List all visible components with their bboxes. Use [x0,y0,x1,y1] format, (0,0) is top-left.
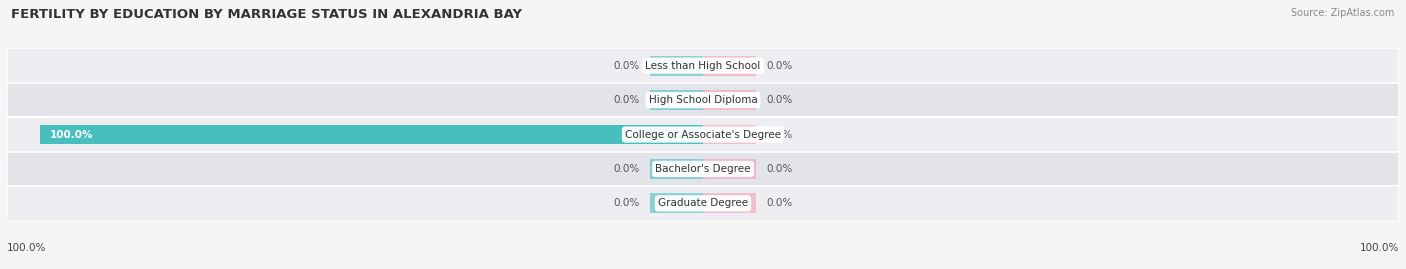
Text: 0.0%: 0.0% [766,198,792,208]
Text: 0.0%: 0.0% [766,95,792,105]
Text: Less than High School: Less than High School [645,61,761,71]
Bar [7,186,1399,221]
Bar [7,152,1399,186]
Bar [7,48,1399,83]
Bar [703,125,756,144]
Bar [703,56,756,76]
Text: 0.0%: 0.0% [614,61,640,71]
Text: 0.0%: 0.0% [766,164,792,174]
Bar [7,83,1399,117]
Text: Bachelor's Degree: Bachelor's Degree [655,164,751,174]
Text: 0.0%: 0.0% [766,61,792,71]
Bar [650,159,703,179]
Text: 0.0%: 0.0% [614,164,640,174]
Text: 0.0%: 0.0% [614,198,640,208]
Text: 0.0%: 0.0% [766,129,792,140]
Text: 0.0%: 0.0% [614,95,640,105]
Text: FERTILITY BY EDUCATION BY MARRIAGE STATUS IN ALEXANDRIA BAY: FERTILITY BY EDUCATION BY MARRIAGE STATU… [11,8,523,21]
Bar [650,193,703,213]
Text: 100.0%: 100.0% [51,129,94,140]
Text: Graduate Degree: Graduate Degree [658,198,748,208]
Text: College or Associate's Degree: College or Associate's Degree [626,129,780,140]
Text: 100.0%: 100.0% [1360,243,1399,253]
Bar [650,90,703,110]
Bar [7,117,1399,152]
Bar [703,193,756,213]
Bar [650,56,703,76]
Text: Source: ZipAtlas.com: Source: ZipAtlas.com [1291,8,1395,18]
Bar [703,159,756,179]
Bar [703,90,756,110]
Text: High School Diploma: High School Diploma [648,95,758,105]
Bar [41,125,703,144]
Text: 100.0%: 100.0% [7,243,46,253]
